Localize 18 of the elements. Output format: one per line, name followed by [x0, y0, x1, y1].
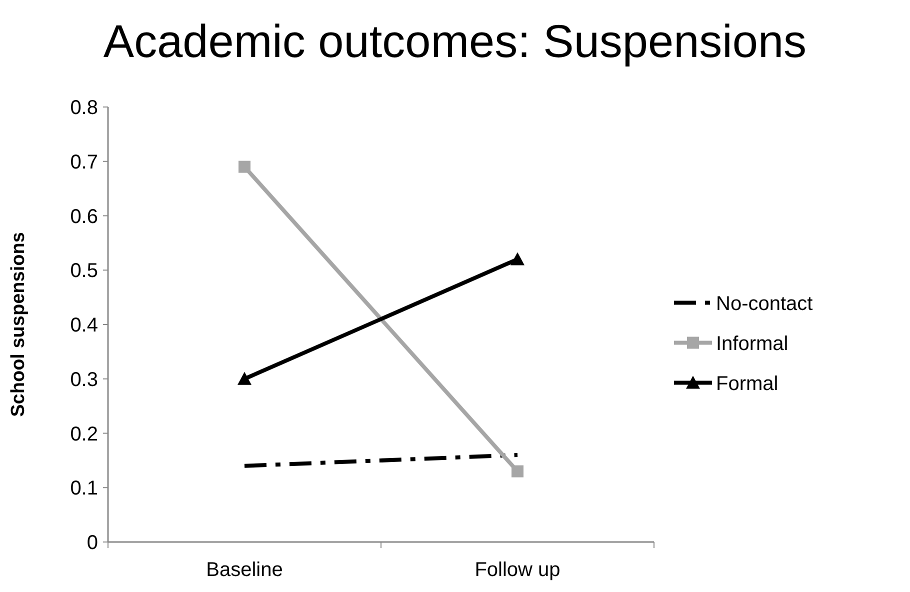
x-tick-label: Baseline [206, 559, 283, 581]
y-tick-label: 0 [86, 532, 98, 554]
y-tick-label: 0.6 [70, 206, 98, 228]
x-tick-label: Follow up [474, 559, 560, 581]
point [238, 160, 250, 173]
y-tick-label: 0.4 [70, 314, 98, 336]
point [512, 465, 524, 478]
chart-title: Academic outcomes: Suspensions [103, 15, 807, 67]
y-axis-title: School suspensions [8, 232, 29, 417]
y-tick-label: 0.3 [70, 368, 98, 391]
legend-label: Informal [716, 332, 788, 355]
y-tick-label: 0.7 [70, 151, 98, 174]
y-tick-label: 0.2 [70, 423, 98, 446]
y-tick-label: 0.8 [70, 97, 98, 119]
y-tick-label: 0.1 [70, 478, 98, 500]
legend-label: No-contact [716, 292, 814, 315]
y-tick-label: 0.5 [70, 260, 98, 282]
legend-label: Formal [716, 372, 778, 395]
